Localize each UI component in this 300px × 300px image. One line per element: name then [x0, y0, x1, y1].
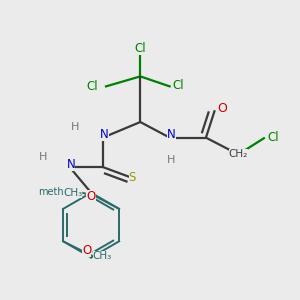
Text: Cl: Cl — [268, 131, 279, 144]
Text: CH₃: CH₃ — [92, 251, 112, 261]
Text: O: O — [218, 102, 228, 115]
Text: O: O — [86, 190, 96, 203]
Text: N: N — [67, 158, 76, 171]
Text: N: N — [100, 128, 109, 141]
Text: CH₃: CH₃ — [63, 188, 83, 198]
Text: Cl: Cl — [172, 79, 184, 92]
Text: Cl: Cl — [86, 80, 98, 93]
Text: O: O — [82, 244, 92, 256]
Text: CH₂: CH₂ — [229, 149, 248, 159]
Text: N: N — [167, 128, 176, 141]
Text: H: H — [39, 152, 47, 162]
Text: H: H — [71, 122, 79, 132]
Text: methoxy: methoxy — [38, 187, 81, 197]
Text: Cl: Cl — [134, 42, 146, 55]
Text: S: S — [129, 172, 136, 184]
Text: H: H — [167, 155, 176, 165]
